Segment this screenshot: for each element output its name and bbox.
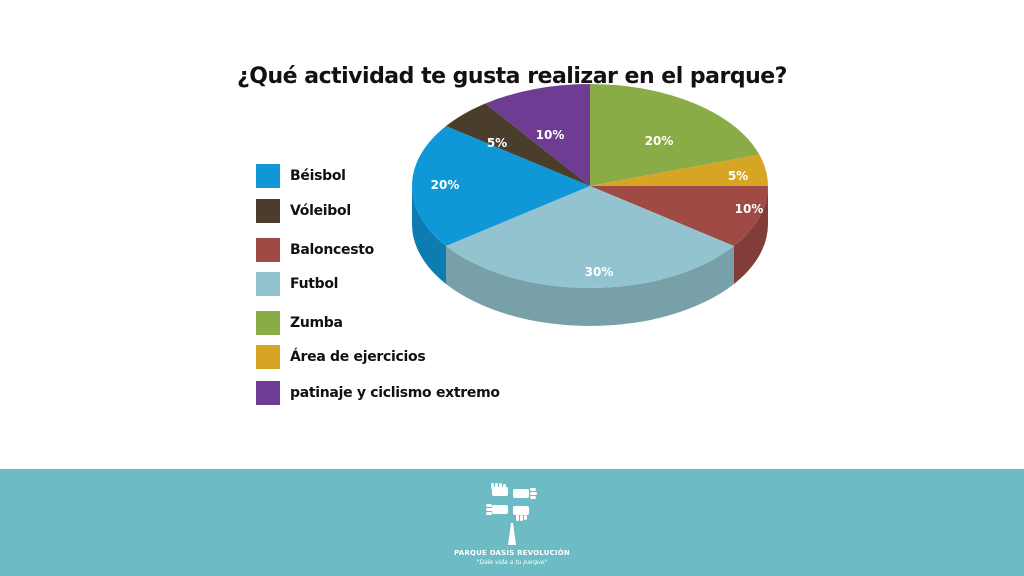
legend-swatch (256, 164, 280, 188)
pie-slice (590, 186, 768, 246)
legend-item: Vóleibol (256, 199, 351, 223)
pie-data-label: 30% (585, 265, 614, 279)
pie-data-label: 10% (536, 128, 565, 142)
pie-slice (445, 103, 590, 186)
chart-title: ¿Qué actividad te gusta realizar en el p… (237, 64, 787, 89)
legend-label: Área de ejercicios (290, 349, 426, 365)
legend-swatch (256, 238, 280, 262)
pie-side (734, 186, 768, 284)
legend-item: Béisbol (256, 164, 346, 188)
legend-item: Zumba (256, 311, 343, 335)
hands-tree-icon (486, 483, 537, 545)
legend-label: Zumba (290, 315, 343, 331)
pie-side (445, 245, 735, 326)
legend-label: Vóleibol (290, 203, 351, 219)
legend-swatch (256, 311, 280, 335)
pie-slice (590, 84, 760, 186)
legend-item: Futbol (256, 272, 338, 296)
pie-slice (411, 126, 590, 246)
pie-data-label: 20% (645, 134, 674, 148)
legend-label: Baloncesto (290, 242, 374, 258)
legend-label: Futbol (290, 276, 339, 292)
footer-banner: PARQUE OASIS REVOLUCIÓN "Dale vida a tu … (0, 469, 1024, 576)
pie-slice (590, 154, 768, 186)
chart-legend: Béisbol Vóleibol Baloncesto Futbol Zumba Área… (256, 0, 516, 420)
pie-data-label: 5% (728, 169, 748, 183)
legend-swatch (256, 345, 280, 369)
pie-data-label: 10% (735, 202, 764, 216)
legend-swatch (256, 381, 280, 405)
pie-data-label: 20% (431, 178, 460, 192)
legend-swatch (256, 272, 280, 296)
legend-item: Área de ejercicios (256, 345, 426, 369)
legend-label: patinaje y ciclismo extremo (290, 385, 500, 401)
legend-item: Baloncesto (256, 238, 374, 262)
pie-slice (485, 84, 590, 186)
pie-slice (445, 186, 735, 288)
pie-side (412, 186, 446, 284)
legend-label: Béisbol (290, 168, 346, 184)
legend-swatch (256, 199, 280, 223)
legend-item: patinaje y ciclismo extremo (256, 381, 500, 405)
park-slogan: "Dale vida a tu parque" (476, 559, 548, 566)
pie-chart: 20% 5% 10% 30% 20% 5% 10% (411, 84, 768, 326)
pie-data-label: 5% (487, 136, 507, 150)
park-name: PARQUE OASIS REVOLUCIÓN (454, 549, 570, 557)
